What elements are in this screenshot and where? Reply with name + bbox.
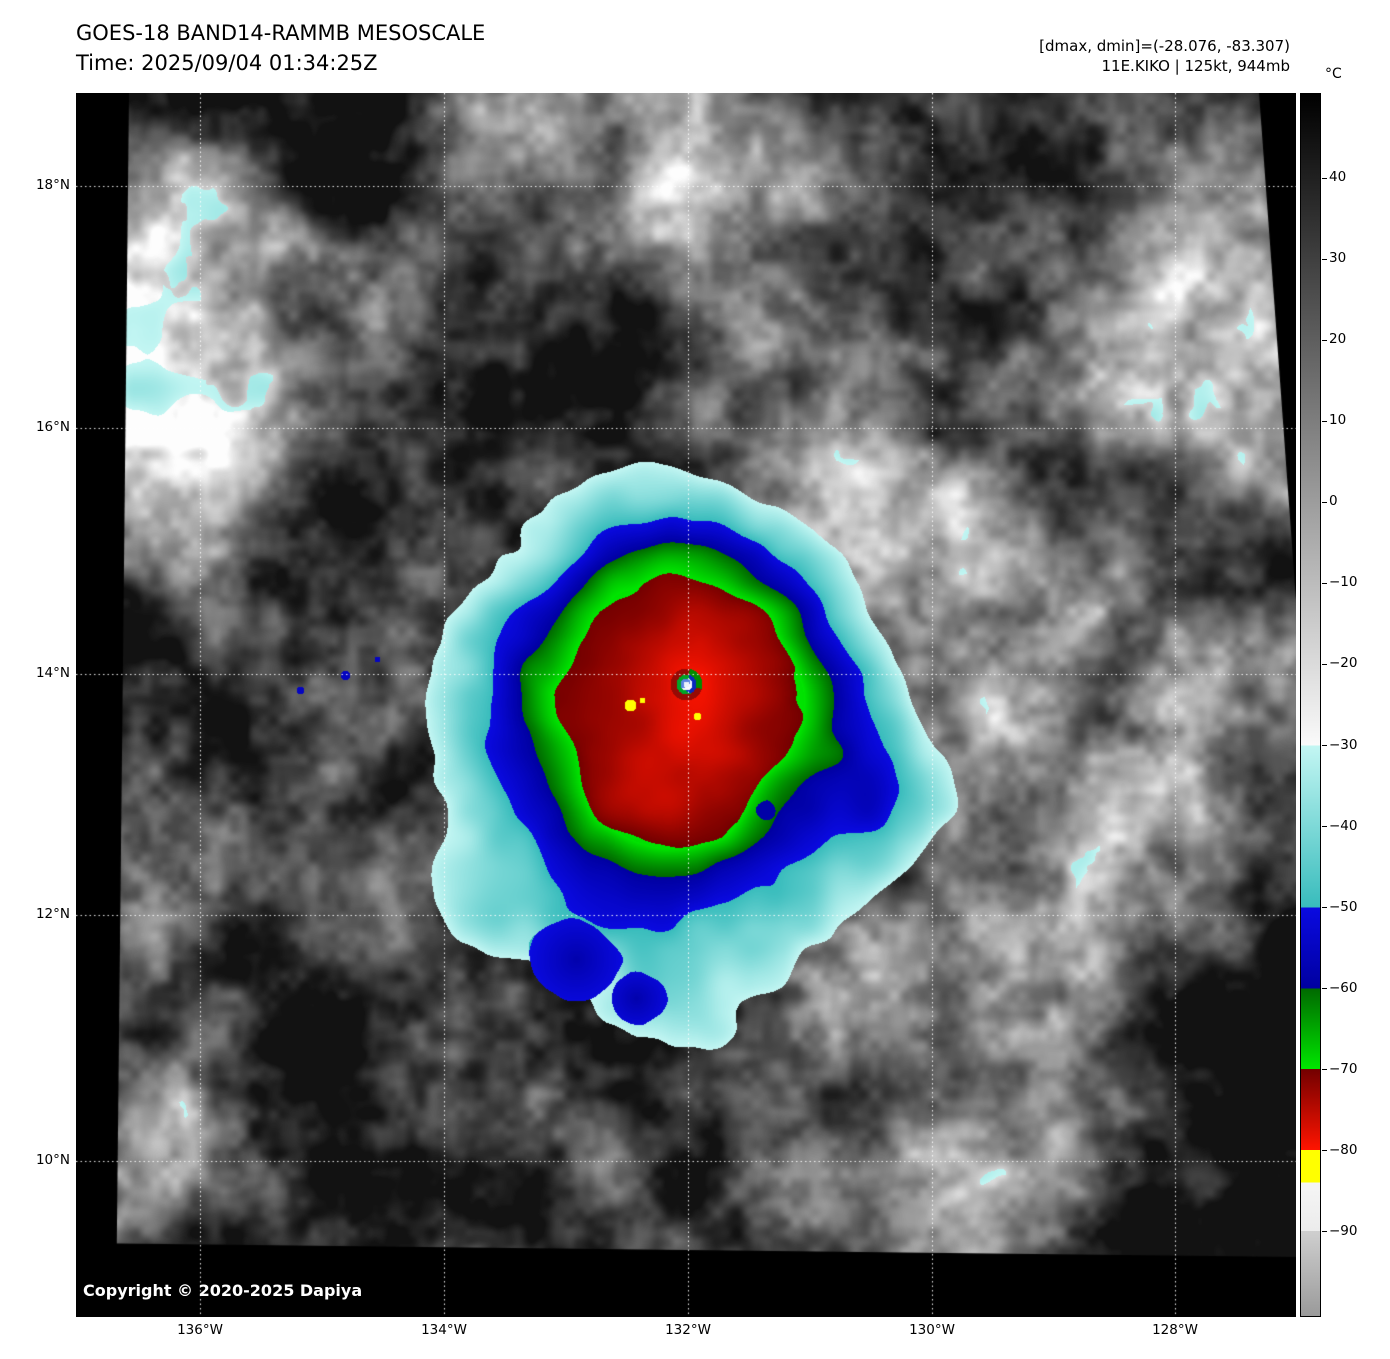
lon-tick-label: 128°W (1152, 1322, 1198, 1338)
colorbar-tick (1322, 826, 1327, 828)
header-right: [dmax, dmin]=(-28.076, -83.307) 11E.KIKO… (1039, 36, 1290, 76)
lat-tick-label: 12°N (35, 906, 70, 922)
colorbar-unit-label: °C (1325, 66, 1342, 82)
colorbar-tick-label: −40 (1329, 817, 1358, 834)
colorbar-tick (1322, 1150, 1327, 1152)
satellite-image: Copyright © 2020-2025 Dapiya (76, 93, 1296, 1317)
lon-tick-label: 132°W (665, 1322, 711, 1338)
storm-label: 11E.KIKO | 125kt, 944mb (1101, 57, 1290, 75)
colorbar-tick-label: −60 (1329, 979, 1358, 996)
lat-tick-label: 14°N (35, 665, 70, 681)
colorbar-tick (1322, 663, 1327, 665)
colorbar-tick-label: −10 (1329, 574, 1358, 591)
colorbar-tick (1322, 339, 1327, 341)
lon-tick-label: 136°W (177, 1322, 223, 1338)
colorbar-tick-label: 0 (1329, 493, 1338, 510)
lon-tick-label: 130°W (909, 1322, 955, 1338)
lon-tick-label: 134°W (421, 1322, 467, 1338)
colorbar-tick-label: −50 (1329, 898, 1358, 915)
colorbar-tick-label: −90 (1329, 1222, 1358, 1239)
colorbar-tick-label: 30 (1329, 250, 1347, 267)
colorbar-tick-label: −20 (1329, 655, 1358, 672)
colorbar-gradient (1301, 94, 1320, 1316)
product-title: GOES-18 BAND14-RAMMB MESOSCALE (76, 21, 486, 45)
colorbar-tick-label: −70 (1329, 1060, 1358, 1077)
lat-tick-label: 10°N (35, 1152, 70, 1168)
colorbar-tick (1322, 745, 1327, 747)
colorbar-tick-label: 40 (1329, 169, 1347, 186)
product-time: Time: 2025/09/04 01:34:25Z (76, 51, 378, 75)
colorbar-tick (1322, 988, 1327, 990)
colorbar-tick (1322, 907, 1327, 909)
colorbar-tick (1322, 1069, 1327, 1071)
colorbar-tick (1322, 420, 1327, 422)
colorbar-tick-label: 20 (1329, 331, 1347, 348)
satellite-canvas (76, 93, 1296, 1317)
copyright-label: Copyright © 2020-2025 Dapiya (83, 1281, 363, 1300)
colorbar-tick (1322, 177, 1327, 179)
range-label: [dmax, dmin]=(-28.076, -83.307) (1039, 37, 1290, 55)
colorbar-tick-label: −30 (1329, 736, 1358, 753)
colorbar-tick (1322, 501, 1327, 503)
lat-tick-label: 18°N (35, 177, 70, 193)
lat-tick-label: 16°N (35, 419, 70, 435)
colorbar (1300, 93, 1321, 1317)
colorbar-tick (1322, 258, 1327, 260)
colorbar-tick-label: −80 (1329, 1141, 1358, 1158)
colorbar-tick (1322, 582, 1327, 584)
header-left: GOES-18 BAND14-RAMMB MESOSCALE Time: 202… (76, 18, 485, 78)
colorbar-tick (1322, 1231, 1327, 1233)
colorbar-tick-label: 10 (1329, 412, 1347, 429)
